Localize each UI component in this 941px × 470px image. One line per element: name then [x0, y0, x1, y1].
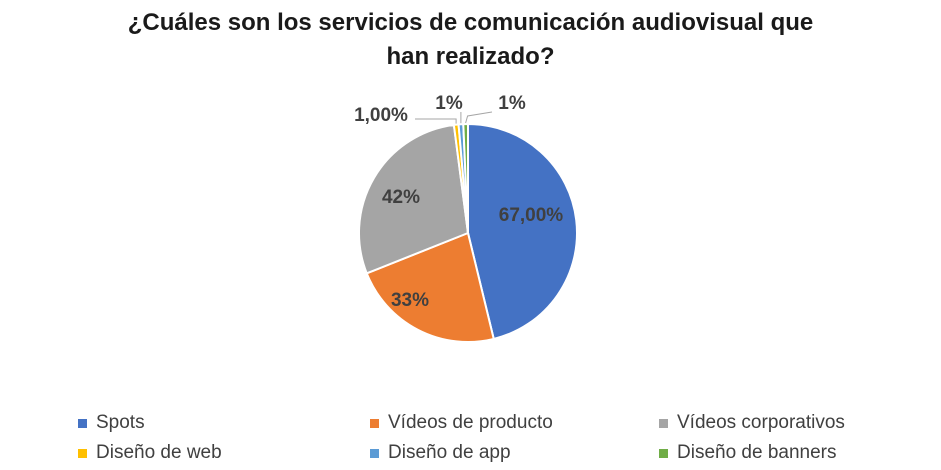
chart-title: ¿Cuáles son los servicios de comunicació… — [0, 6, 941, 74]
data-label-diseno-de-banners: 1% — [498, 93, 526, 114]
legend-label-diseno-de-web: Diseño de web — [96, 442, 222, 463]
legend-item-diseno-de-banners: Diseño de banners — [659, 442, 837, 464]
legend-label-diseno-de-banners: Diseño de banners — [677, 442, 837, 463]
legend-label-spots: Spots — [96, 412, 145, 433]
data-label-spots: 67,00% — [499, 205, 564, 226]
data-label-diseno-de-app: 1% — [435, 93, 463, 114]
data-label-videos-de-producto: 33% — [391, 290, 429, 311]
pie-slice-diseno-de-banners — [462, 122, 469, 234]
legend-swatch-spots — [78, 418, 87, 428]
legend-swatch-videos-corporativos — [659, 418, 668, 428]
pie-chart: 67,00% 33% 42% 1,00% 1% 1% — [354, 93, 579, 344]
leader-line-diseno-de-web — [415, 118, 457, 124]
legend-item-spots: Spots — [78, 412, 145, 434]
legend-item-diseno-de-app: Diseño de app — [370, 442, 511, 464]
chart-legend: Spots Vídeos de producto Vídeos corporat… — [0, 410, 941, 470]
chart-title-line-1: ¿Cuáles son los servicios de comunicació… — [127, 9, 814, 36]
legend-swatch-diseno-de-app — [370, 448, 379, 458]
legend-label-videos-de-producto: Vídeos de producto — [388, 412, 553, 433]
pie-slice-spots — [467, 122, 579, 341]
pie-slice-videos-corporativos — [358, 123, 470, 275]
chart-title-line-2: han realizado? — [386, 43, 555, 70]
leader-line-diseno-de-banners — [465, 111, 493, 124]
legend-label-diseno-de-app: Diseño de app — [388, 442, 511, 463]
legend-swatch-videos-de-producto — [370, 418, 379, 428]
legend-item-videos-de-producto: Vídeos de producto — [370, 412, 553, 434]
data-label-videos-corporativos: 42% — [382, 187, 420, 208]
legend-item-videos-corporativos: Vídeos corporativos — [659, 412, 845, 434]
legend-swatch-diseno-de-web — [78, 448, 87, 458]
legend-item-diseno-de-web: Diseño de web — [78, 442, 222, 464]
data-label-diseno-de-web: 1,00% — [354, 105, 408, 126]
legend-swatch-diseno-de-banners — [659, 448, 668, 458]
legend-label-videos-corporativos: Vídeos corporativos — [677, 412, 845, 433]
pie-slice-videos-de-producto — [365, 231, 495, 344]
